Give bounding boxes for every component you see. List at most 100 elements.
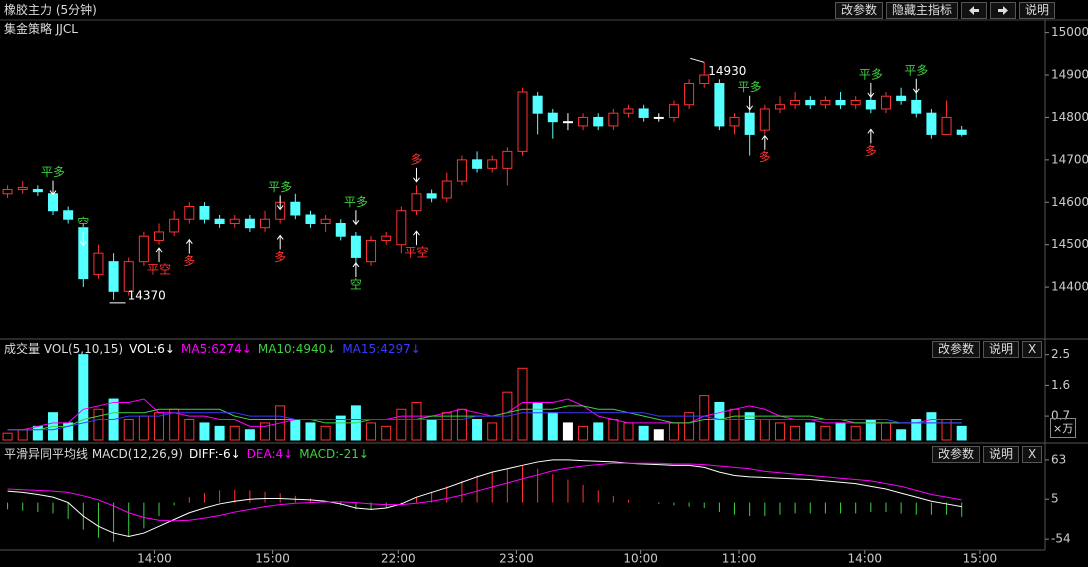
volume-bar [260, 422, 271, 441]
candle-body [668, 104, 679, 118]
y-tick-label: 14500 [1051, 237, 1088, 251]
button[interactable]: 改参数 [932, 446, 981, 463]
volume-bar [850, 425, 861, 441]
extreme-label: 14370 [128, 288, 166, 302]
volume-bar [774, 422, 785, 441]
button[interactable]: 改参数 [932, 341, 981, 358]
title: 橡胶主力 (5分钟) [4, 2, 97, 18]
volume-bar [547, 412, 558, 441]
candle-body [638, 108, 649, 118]
candle-body [623, 108, 634, 114]
candle-body [320, 218, 331, 224]
readout: MA10:4940↓ [257, 342, 337, 356]
arrow-right-button[interactable] [990, 2, 1017, 19]
candle-body [865, 99, 876, 110]
volume-bar [456, 408, 467, 441]
button[interactable]: 说明 [1019, 2, 1056, 19]
signal-label: 平多 [859, 68, 883, 82]
icon [998, 6, 1009, 15]
x-tick-label: 14:00 [847, 552, 882, 566]
button[interactable]: X [1022, 341, 1043, 358]
volume-bar [562, 422, 573, 441]
candle-body [699, 74, 710, 85]
candle-body [684, 83, 695, 106]
candle-body [456, 159, 467, 182]
candle-body [578, 116, 589, 127]
signal-arrow [155, 247, 163, 263]
signal-label: 空 [350, 277, 362, 291]
main-title: 集金策略 JJCL [4, 21, 78, 37]
volume-bar [911, 419, 922, 441]
toolbar: 改参数 说明 X [932, 446, 1043, 463]
signal-label: 多 [410, 152, 422, 166]
candle-body [805, 99, 816, 106]
candle-body [911, 99, 922, 114]
y-tick-label: 15000 [1051, 25, 1088, 39]
volume-bar [154, 412, 165, 441]
candle-body [32, 189, 43, 193]
candle-body [244, 218, 255, 229]
signal-arrow [761, 134, 769, 150]
volume-bar [411, 401, 422, 441]
volume-bar [593, 422, 604, 441]
signal-arrow [867, 128, 875, 144]
x-tick-label: 14:00 [137, 552, 172, 566]
candle-body [335, 222, 346, 237]
volume-bar [78, 354, 89, 441]
y-tick-label: 63 [1051, 452, 1066, 466]
x-tick-label: 11:00 [722, 552, 757, 566]
volume-bar [138, 415, 149, 441]
volume-bar [229, 425, 240, 441]
button[interactable]: 隐藏主指标 [886, 2, 959, 19]
button[interactable]: 说明 [983, 341, 1020, 358]
signal-label: 平多 [344, 195, 368, 209]
signal-arrow [185, 238, 193, 254]
signal-label: 多 [865, 144, 877, 158]
candle-body [502, 150, 513, 169]
signal-label: 平多 [41, 165, 65, 179]
volume-bar [729, 408, 740, 441]
volume-bar [290, 419, 301, 441]
volume-bar [896, 429, 907, 441]
signal-arrow [352, 210, 360, 226]
volume-bar [93, 408, 104, 441]
volume-bar [199, 422, 210, 441]
volume-bar [623, 422, 634, 441]
candle-body [2, 189, 13, 195]
candle-body [441, 180, 452, 199]
extreme-line [690, 57, 705, 63]
x-tick-label: 22:00 [381, 552, 416, 566]
candle-body [774, 104, 785, 110]
candle-body [260, 218, 271, 229]
unit-label: ×万 [1050, 418, 1077, 438]
candle-body [123, 261, 134, 292]
volume-bar [472, 419, 483, 441]
toolbar: 改参数 说明 X [932, 341, 1043, 358]
y-tick-label: 5 [1051, 492, 1059, 506]
candle-body [790, 99, 801, 106]
volume-bar [244, 429, 255, 441]
signal-arrow [746, 95, 754, 111]
arrow-left-button[interactable] [961, 2, 988, 19]
volume-bar [381, 425, 392, 441]
volume-bar [608, 419, 619, 441]
candle-body [290, 201, 301, 216]
signal-arrow [912, 78, 920, 94]
candle-body [108, 261, 119, 292]
candle-body [93, 252, 104, 275]
candle-body [214, 218, 225, 224]
signal-arrow [352, 262, 360, 277]
button[interactable]: 说明 [983, 446, 1020, 463]
button[interactable]: 改参数 [835, 2, 884, 19]
volume-bar [214, 425, 225, 441]
button[interactable]: X [1022, 446, 1043, 463]
volume-bar [744, 412, 755, 441]
candle-body [835, 99, 846, 106]
candle-body [199, 206, 210, 220]
signal-arrow [276, 234, 284, 250]
candle-body [880, 95, 891, 110]
signal-label: 空 [77, 216, 89, 230]
volume-bar [714, 401, 725, 441]
volume-bar [184, 419, 195, 441]
volume-bar [396, 408, 407, 441]
